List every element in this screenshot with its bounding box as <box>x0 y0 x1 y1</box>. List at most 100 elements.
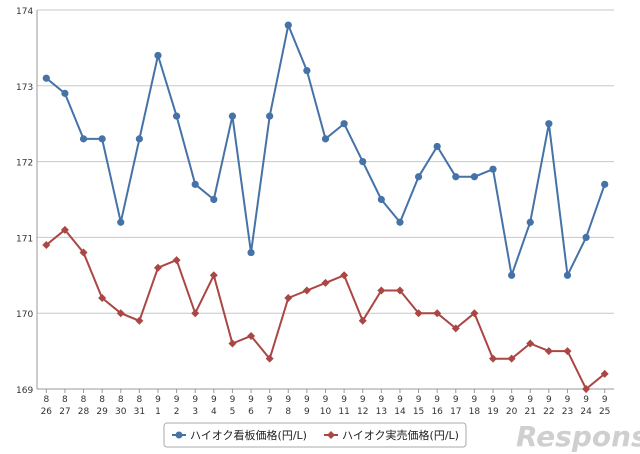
legend-marker-circle-icon <box>175 431 183 439</box>
x-tick-label-month: 9 <box>602 395 608 405</box>
data-point-signboard <box>210 195 218 204</box>
x-tick-label-day: 4 <box>211 407 217 417</box>
x-tick-label-day: 28 <box>78 407 90 417</box>
y-tick-label: 174 <box>16 7 33 17</box>
x-tick-label-month: 9 <box>341 395 347 405</box>
y-axis: 169 170 171 172 173 174 <box>16 7 38 396</box>
legend-item-signboard-price[interactable]: ハイオク看板価格(円/L) <box>172 428 307 442</box>
data-point-signboard <box>61 89 69 97</box>
data-point-signboard <box>284 21 292 29</box>
x-tick-label-month: 9 <box>230 395 236 405</box>
data-point-actual <box>489 354 498 363</box>
data-point-actual <box>414 309 423 318</box>
data-point-signboard <box>601 180 609 188</box>
legend-item-actual-price[interactable]: ハイオク実売価格(円/L) <box>324 428 459 442</box>
x-tick-label-day: 18 <box>469 407 481 417</box>
x-tick-label-month: 9 <box>285 395 291 405</box>
x-tick-label-month: 9 <box>583 395 589 405</box>
x-tick-label-month: 9 <box>323 395 329 405</box>
grid-lines <box>37 9 614 390</box>
x-tick-label-day: 14 <box>394 407 406 417</box>
legend-marker-diamond-icon <box>327 431 335 439</box>
x-tick-label-month: 8 <box>118 395 124 405</box>
data-point-actual <box>247 331 256 340</box>
data-point-actual <box>60 225 69 234</box>
data-point-actual <box>358 316 367 325</box>
y-tick-label: 170 <box>16 310 33 320</box>
x-tick-label-day: 12 <box>357 407 368 417</box>
data-point-actual <box>42 240 51 249</box>
series-group <box>42 21 609 393</box>
data-point-actual <box>507 354 516 363</box>
legend[interactable]: ハイオク看板価格(円/L) ハイオク実売価格(円/L) <box>163 422 467 448</box>
x-tick-label-month: 9 <box>472 395 478 405</box>
data-point-signboard <box>42 74 50 82</box>
x-tick-label-month: 9 <box>248 395 254 405</box>
y-tick-label: 173 <box>16 83 33 93</box>
data-point-signboard <box>582 233 590 241</box>
data-point-signboard <box>470 173 479 181</box>
data-point-signboard <box>303 67 311 75</box>
data-point-actual <box>582 385 591 393</box>
data-point-actual <box>116 309 125 318</box>
data-point-actual <box>153 263 162 272</box>
x-tick-label-month: 9 <box>434 395 440 405</box>
data-point-signboard <box>545 120 553 128</box>
data-point-signboard <box>266 112 274 120</box>
y-tick-label: 172 <box>16 159 33 169</box>
data-point-actual <box>302 286 311 295</box>
data-point-signboard <box>452 173 460 181</box>
data-point-actual <box>265 354 274 363</box>
x-tick-label-day: 3 <box>192 407 198 417</box>
x-tick-label-day: 19 <box>487 407 499 417</box>
x-tick-label-month: 9 <box>453 395 459 405</box>
x-tick-label-month: 8 <box>62 395 68 405</box>
x-tick-label-day: 1 <box>155 407 161 417</box>
x-tick-label-day: 16 <box>431 407 443 417</box>
x-tick-label-month: 8 <box>43 395 49 405</box>
x-tick-label-day: 6 <box>248 407 254 417</box>
data-point-signboard <box>359 158 367 166</box>
x-tick-label-day: 8 <box>285 407 291 417</box>
data-point-actual <box>451 324 460 333</box>
data-point-signboard <box>563 271 572 279</box>
data-point-actual <box>433 309 442 318</box>
x-tick-label-month: 9 <box>267 395 273 405</box>
x-tick-label-day: 9 <box>304 407 310 417</box>
x-tick-label-month: 9 <box>397 395 403 405</box>
x-tick-label-month: 8 <box>81 395 87 405</box>
x-tick-label-day: 13 <box>376 407 387 417</box>
data-point-signboard <box>508 271 516 279</box>
x-tick-label-day: 23 <box>562 407 573 417</box>
data-point-actual <box>340 271 349 280</box>
x-tick-label-month: 9 <box>565 395 571 405</box>
data-point-actual <box>284 294 293 303</box>
x-tick-label-day: 5 <box>230 407 236 417</box>
data-point-signboard <box>526 218 534 226</box>
data-point-signboard <box>340 120 348 128</box>
data-point-actual <box>526 339 535 348</box>
data-point-signboard <box>98 135 106 143</box>
data-point-actual <box>321 278 330 287</box>
x-tick-label-day: 26 <box>41 407 53 417</box>
legend-label-actual: ハイオク実売価格(円/L) <box>342 428 459 442</box>
data-point-signboard <box>154 51 162 60</box>
data-point-actual <box>600 369 609 378</box>
x-tick-label-day: 21 <box>525 407 536 417</box>
x-tick-label-month: 9 <box>490 395 496 405</box>
x-tick-label-day: 7 <box>267 407 273 417</box>
data-point-signboard <box>135 135 143 143</box>
x-tick-label-month: 9 <box>527 395 533 405</box>
y-tick-label: 169 <box>16 386 33 396</box>
data-point-signboard <box>172 112 181 120</box>
data-point-actual <box>209 271 218 280</box>
data-point-signboard <box>433 142 441 151</box>
x-tick-label-day: 2 <box>174 407 180 417</box>
x-tick-label-day: 31 <box>134 407 145 417</box>
data-point-signboard <box>79 135 88 143</box>
x-tick-label-month: 9 <box>509 395 515 405</box>
x-tick-label-day: 15 <box>413 407 424 417</box>
x-tick-label-month: 9 <box>211 395 217 405</box>
data-point-actual <box>191 309 200 318</box>
